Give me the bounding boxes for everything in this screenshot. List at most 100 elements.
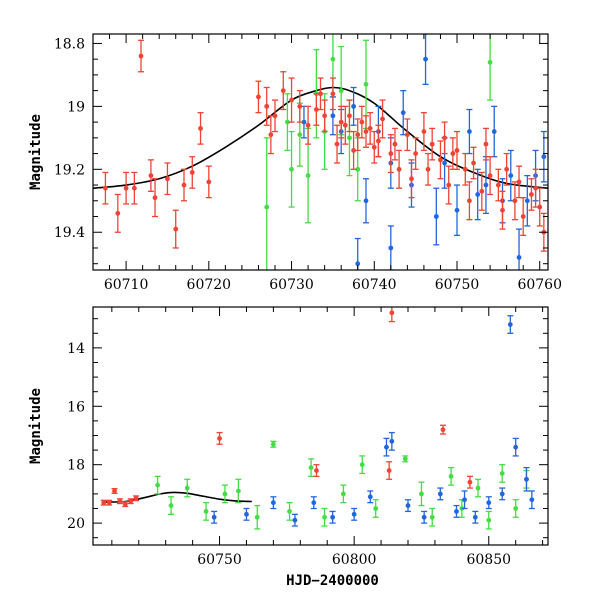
data-point-red [338, 119, 344, 125]
data-point-blue [454, 207, 460, 213]
data-point-green [289, 166, 294, 172]
data-point-red [440, 427, 446, 433]
top-panel: 60710 60720 60730 60740 60750 60760 18.8 19 19.2… [28, 33, 562, 293]
data-point-red [152, 195, 158, 201]
data-point-green [340, 491, 346, 497]
data-point-blue [389, 438, 395, 444]
data-point-green [287, 509, 292, 514]
data-point-red [330, 91, 336, 97]
data-point-red [396, 166, 402, 172]
data-point-blue [499, 491, 505, 497]
data-point-red [413, 151, 419, 156]
data-point-green [297, 132, 303, 138]
data-point-blue [524, 198, 530, 204]
data-point-blue [483, 182, 489, 188]
data-point-blue [301, 119, 307, 125]
data-point-green [222, 491, 228, 497]
data-point-red [386, 468, 392, 473]
data-point-green [322, 514, 327, 520]
data-point-red [446, 182, 452, 188]
data-point-red [280, 88, 286, 94]
data-point-blue [433, 214, 439, 219]
data-point-red [388, 151, 394, 156]
data-point-red [103, 185, 108, 191]
data-point-green [308, 465, 314, 471]
data-point-red [347, 113, 352, 119]
model-fit-curve [103, 491, 252, 503]
y-tick-label: 18.8 [54, 36, 85, 52]
data-point-green [305, 173, 311, 179]
data-point-red [351, 148, 356, 153]
data-point-blue [330, 514, 336, 520]
data-point-blue [292, 517, 298, 523]
data-point-blue [454, 509, 459, 514]
data-point-blue [211, 514, 217, 520]
data-point-red [106, 500, 112, 506]
data-point-red [529, 192, 534, 197]
x-tick-label: 60750 [435, 277, 480, 293]
y-tick-label: 19 [67, 99, 85, 115]
data-point-green [486, 517, 492, 523]
data-point-green [347, 135, 352, 141]
data-point-blue [524, 476, 529, 482]
data-point-red [128, 498, 134, 504]
data-point-red [189, 170, 195, 175]
data-point-red [487, 173, 493, 179]
data-point-blue [330, 113, 336, 119]
data-point-red [450, 151, 456, 156]
data-point-blue [442, 160, 447, 166]
data-point-red [495, 182, 501, 188]
data-point-blue [388, 245, 394, 251]
data-point-blue [384, 444, 389, 450]
series-blue [211, 315, 535, 527]
data-point-red [371, 144, 377, 150]
data-point-blue [467, 129, 472, 134]
data-point-green [373, 506, 379, 511]
x-tick-label: 60710 [104, 277, 149, 293]
data-point-blue [311, 500, 317, 506]
data-point-red [512, 198, 518, 204]
data-point-red [133, 495, 139, 501]
data-point-red [165, 176, 170, 182]
data-point-green [285, 119, 290, 125]
data-point-green [184, 485, 190, 491]
data-point-red [112, 488, 117, 494]
data-point-red [392, 141, 398, 147]
data-point-red [256, 94, 261, 100]
data-point-blue [421, 514, 427, 520]
data-point-blue [507, 322, 513, 327]
data-point-green [168, 503, 174, 508]
data-point-red [504, 166, 510, 172]
y-tick-label: 16 [67, 399, 85, 415]
x-tick-label: 60750 [197, 552, 242, 568]
y-axis-title: Magnitude [28, 114, 44, 190]
data-point-red [268, 132, 274, 138]
data-point-blue [363, 198, 369, 204]
data-point-blue [475, 192, 481, 197]
data-point-red [516, 179, 522, 185]
data-point-red [429, 141, 435, 147]
data-point-blue [462, 497, 467, 503]
data-point-red [355, 132, 361, 138]
data-point-green [235, 488, 241, 494]
data-point-blue [437, 491, 443, 497]
x-tick-label: 60740 [352, 277, 397, 293]
data-point-blue [541, 154, 547, 160]
data-point-red [272, 113, 278, 119]
y-tick-label: 19.2 [54, 162, 85, 178]
data-point-red [438, 157, 443, 163]
data-point-blue [244, 511, 249, 517]
data-point-blue [486, 500, 492, 506]
data-point-blue [355, 261, 361, 267]
series-green [154, 440, 530, 530]
data-point-red [313, 107, 319, 112]
x-tick-label: 60720 [187, 277, 232, 293]
data-point-red [138, 53, 144, 59]
data-point-blue [351, 103, 356, 109]
data-point-blue [405, 503, 411, 508]
data-point-red [500, 207, 505, 213]
data-point-red [479, 188, 485, 194]
data-point-red [363, 129, 369, 134]
data-point-red [181, 182, 187, 188]
data-point-green [513, 506, 519, 511]
